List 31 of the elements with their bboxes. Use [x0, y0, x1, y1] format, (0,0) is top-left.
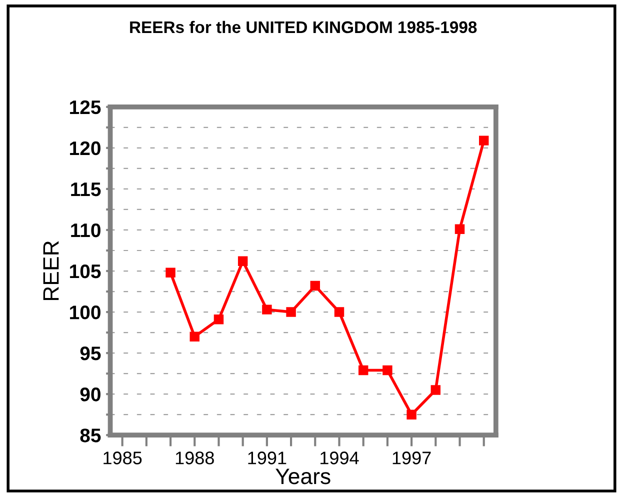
y-tick-label: 95	[80, 346, 101, 360]
x-tick-label: 1991	[248, 452, 286, 464]
point	[334, 307, 344, 317]
point	[430, 385, 441, 395]
y-tick-label: 110	[71, 223, 100, 238]
x-tick-label: 1985	[104, 452, 142, 464]
y-tick-label: 120	[70, 141, 100, 156]
point	[190, 332, 200, 342]
point	[238, 256, 248, 266]
y-tick-label: 100	[70, 306, 100, 320]
x-axis-title: Years	[276, 468, 330, 484]
y-tick-label: 125	[70, 100, 101, 114]
y-tick-label: 90	[80, 388, 100, 402]
point	[454, 224, 465, 234]
point	[406, 410, 416, 420]
point	[382, 365, 392, 376]
point	[286, 307, 296, 317]
y-tick-label: 105	[70, 264, 101, 278]
y-tick-label: 115	[71, 182, 101, 196]
point	[262, 304, 272, 314]
x-tick-label: 1988	[176, 452, 214, 464]
y-axis-title: REER	[43, 241, 59, 300]
chart-title: REERs for the UNITED KINGDOM 1985-1998	[130, 20, 477, 34]
point	[310, 280, 320, 291]
point	[358, 365, 368, 376]
point	[478, 136, 489, 146]
y-tick-label: 85	[80, 428, 101, 442]
x-tick-label: 1997	[392, 452, 431, 464]
point	[214, 314, 224, 324]
point	[166, 268, 176, 278]
x-tick-label: 1994	[320, 452, 359, 464]
